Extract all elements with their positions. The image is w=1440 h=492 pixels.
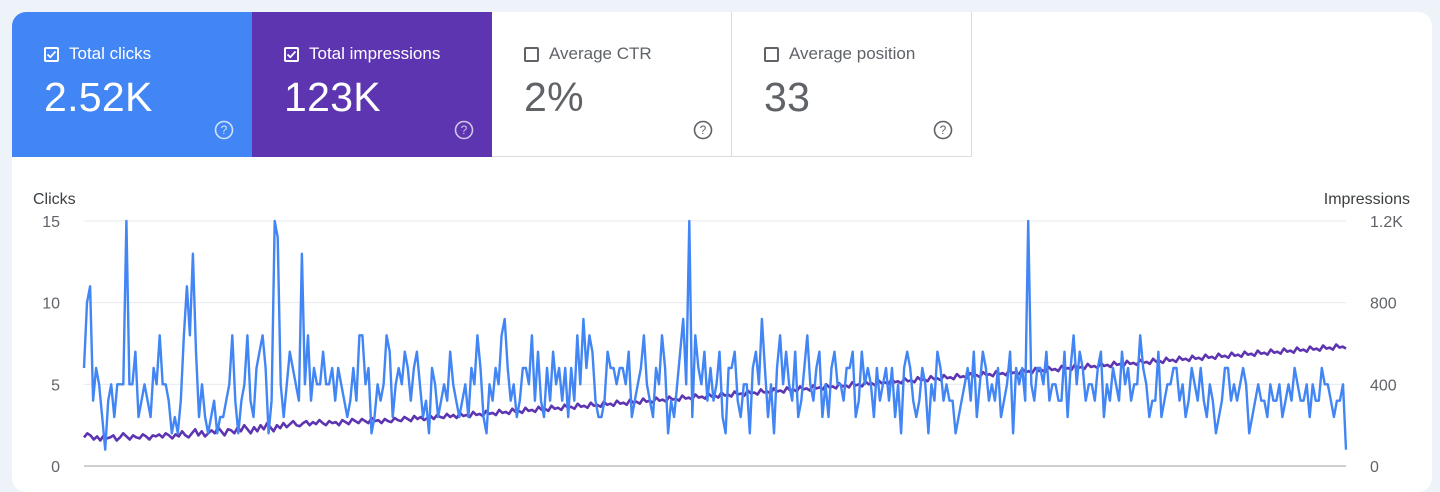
svg-text:?: ?	[221, 123, 228, 137]
help-circle-icon[interactable]: ?	[454, 120, 474, 140]
tile-average-ctr[interactable]: Average CTR 2% ?	[492, 12, 732, 157]
tile-label: Average position	[789, 44, 916, 63]
tile-value: 2.52K	[44, 74, 153, 120]
checkbox-icon[interactable]	[524, 46, 539, 62]
help-circle-icon[interactable]: ?	[693, 120, 713, 140]
tile-value: 33	[764, 74, 811, 120]
checkbox-icon[interactable]	[764, 46, 779, 62]
tile-label: Total clicks	[69, 44, 152, 63]
tile-header: Total clicks	[44, 44, 151, 64]
svg-text:?: ?	[940, 123, 947, 137]
svg-text:?: ?	[461, 123, 468, 137]
tile-value: 2%	[524, 74, 584, 120]
tile-label: Average CTR	[549, 44, 652, 63]
tile-header: Total impressions	[284, 44, 440, 64]
svg-text:?: ?	[700, 123, 707, 137]
tile-average-position[interactable]: Average position 33 ?	[732, 12, 972, 157]
performance-card: Total clicks 2.52K ? Total impressions 1…	[12, 12, 1432, 492]
tile-header: Average position	[764, 44, 915, 64]
checkbox-icon[interactable]	[284, 46, 299, 62]
help-circle-icon[interactable]: ?	[214, 120, 234, 140]
tile-header: Average CTR	[524, 44, 652, 64]
tile-total-impressions[interactable]: Total impressions 123K ?	[252, 12, 492, 157]
checkbox-icon[interactable]	[44, 46, 59, 62]
metric-tiles: Total clicks 2.52K ? Total impressions 1…	[12, 12, 972, 157]
tile-label: Total impressions	[309, 44, 441, 63]
tile-total-clicks[interactable]: Total clicks 2.52K ?	[12, 12, 252, 157]
tile-value: 123K	[284, 74, 381, 120]
help-circle-icon[interactable]: ?	[933, 120, 953, 140]
